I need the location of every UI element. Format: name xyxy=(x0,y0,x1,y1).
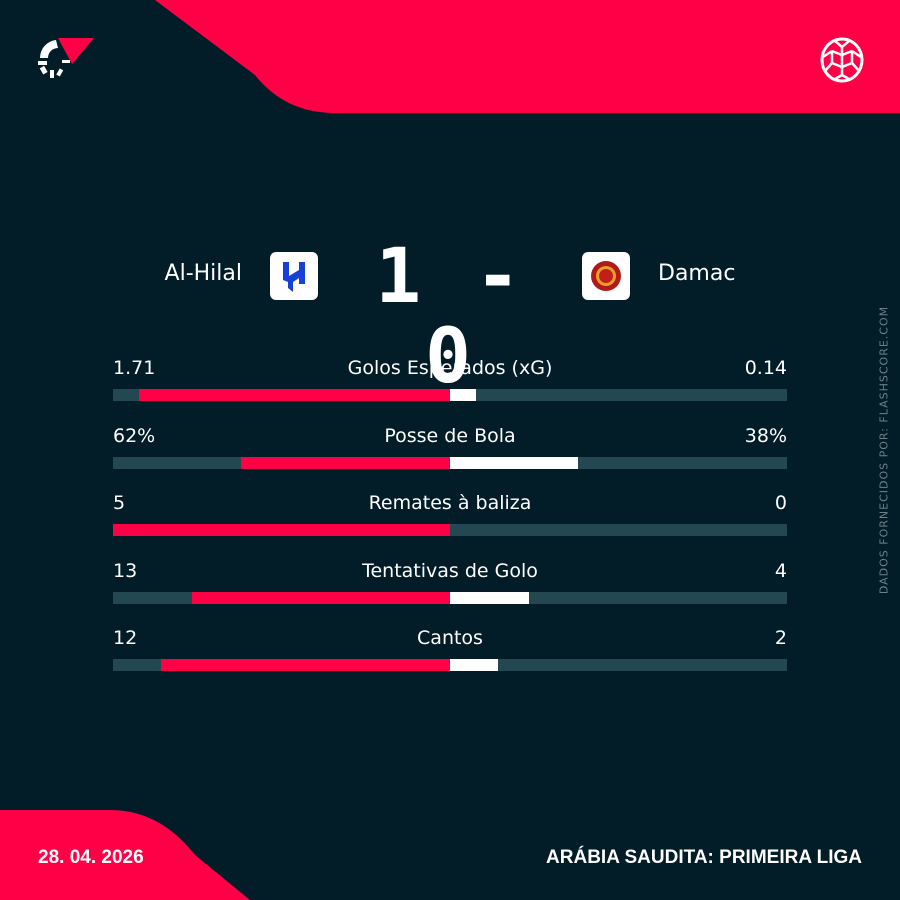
stat-label: Cantos xyxy=(417,627,483,649)
data-credit: DADOS FORNECIDOS POR: FLASHSCORE.COM xyxy=(877,305,891,595)
score: 1 - 0 xyxy=(350,236,550,396)
away-stat-bar xyxy=(450,659,499,671)
stat-label: Remates à baliza xyxy=(368,492,532,514)
stat-away-value: 4 xyxy=(774,559,787,582)
stat-bar-track xyxy=(113,659,787,671)
score-separator: - xyxy=(474,231,525,320)
match-date: 28. 04. 2026 xyxy=(38,847,144,868)
stat-away-value: 0 xyxy=(774,492,787,514)
home-stat-bar xyxy=(138,389,450,401)
stat-home-value: 13 xyxy=(113,559,138,582)
stat-label: Posse de Bola xyxy=(384,424,516,447)
home-stat-bar xyxy=(241,456,450,469)
stat-away-value: 2 xyxy=(774,627,787,649)
stat-bar-track xyxy=(113,524,787,536)
football-icon xyxy=(819,37,865,87)
home-score: 1 xyxy=(375,231,426,320)
stat-home-value: 62% xyxy=(113,424,156,447)
away-stat-bar xyxy=(450,591,530,604)
stat-home-value: 12 xyxy=(113,627,138,649)
stat-bar-track xyxy=(113,456,787,469)
stat-away-value: 38% xyxy=(744,424,787,447)
stat-row: 12 Cantos 2 xyxy=(113,626,787,671)
stat-row: 13 Tentativas de Golo 4 xyxy=(113,559,787,604)
stat-label: Golos Esperados (xG) xyxy=(347,357,553,379)
home-stat-bar xyxy=(161,659,450,671)
home-team-crest xyxy=(270,252,318,300)
flashscore-logo-icon xyxy=(36,36,96,84)
away-stat-bar xyxy=(450,456,579,469)
stat-home-value: 1.71 xyxy=(113,357,156,379)
away-score: 0 xyxy=(425,311,475,400)
home-stat-bar xyxy=(192,591,450,604)
away-team-crest xyxy=(582,252,630,300)
away-team-name: Damac xyxy=(658,261,736,286)
home-team-name: Al-Hilal xyxy=(164,261,242,286)
al-hilal-crest-icon xyxy=(283,262,305,292)
home-stat-bar xyxy=(113,524,450,536)
stat-home-value: 5 xyxy=(113,492,126,514)
stat-row: 5 Remates à baliza 0 xyxy=(113,491,787,536)
stat-bar-track xyxy=(113,389,787,401)
competition-name: ARÁBIA SAUDITA: PRIMEIRA LIGA xyxy=(546,847,862,868)
stat-bar-track xyxy=(113,591,787,604)
stat-away-value: 0.14 xyxy=(744,357,787,379)
stat-row: 62% Posse de Bola 38% xyxy=(113,424,787,469)
damac-crest-icon xyxy=(591,261,621,291)
stat-label: Tentativas de Golo xyxy=(362,559,538,582)
stat-row: 1.71 Golos Esperados (xG) 0.14 xyxy=(113,356,787,401)
away-stat-bar xyxy=(450,389,476,401)
